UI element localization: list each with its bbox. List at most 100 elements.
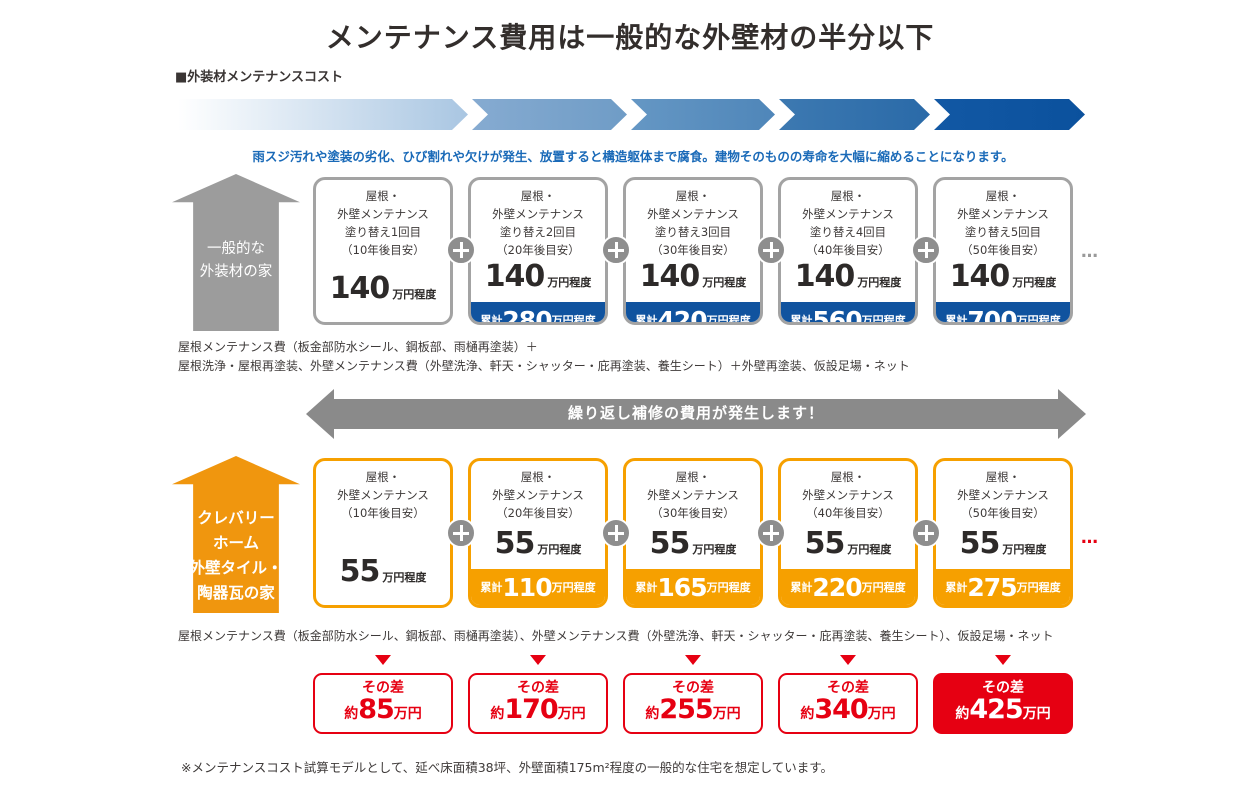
box-label: 塗り替え2回目 xyxy=(499,225,577,239)
cost-value: 140 xyxy=(329,271,391,306)
down-triangle-icon xyxy=(840,655,856,665)
cost-unit: 万円程度 xyxy=(857,276,902,289)
footnote: ※メンテナンスコスト試算モデルとして、延べ床面積38坪、外壁面積175m²程度の… xyxy=(181,760,834,775)
box-label: （30年後目安） xyxy=(651,506,735,520)
cost-value: 140 xyxy=(949,259,1011,294)
down-triangle-icon xyxy=(530,655,546,665)
general-note-line1: 屋根メンテナンス費（板金部防水シール、鋼板部、雨樋再塗装）＋ xyxy=(178,340,538,354)
diff-prefix: 約 xyxy=(800,706,815,722)
general-cost-box-2: 屋根・ 外壁メンテナンス 塗り替え2回目 （20年後目安） 140 万円程度 累… xyxy=(468,177,608,325)
box-label: 外壁メンテナンス xyxy=(337,207,429,221)
general-house-arrow: 一般的な 外装材の家 xyxy=(172,174,300,331)
plus-icon xyxy=(911,235,941,265)
premium-house-label: 外壁タイル・ xyxy=(189,559,283,577)
diff-box-4: その差 約 340 万円 xyxy=(778,673,918,734)
cost-value: 55 xyxy=(804,526,846,561)
diff-prefix: 約 xyxy=(344,706,359,722)
cumulative-label: 累計 xyxy=(790,314,813,325)
box-label: 屋根・ xyxy=(520,470,556,484)
diff-value: 170 xyxy=(504,694,558,725)
cumulative-bar: 累計 165 万円程度 xyxy=(626,569,760,605)
diff-label: その差 xyxy=(362,680,404,696)
diff-unit: 万円 xyxy=(712,706,741,722)
diff-prefix: 約 xyxy=(490,706,505,722)
ellipsis-icon: … xyxy=(1081,528,1099,548)
premium-cost-box-2: 屋根・ 外壁メンテナンス （20年後目安） 55 万円程度 累計 110 万円程… xyxy=(468,458,608,608)
down-triangle-icon xyxy=(375,655,391,665)
plus-icon xyxy=(601,235,631,265)
cost-unit: 万円程度 xyxy=(1012,276,1057,289)
box-label: 塗り替え1回目 xyxy=(344,225,422,239)
general-house-label: 外装材の家 xyxy=(199,264,273,280)
diff-label: その差 xyxy=(517,680,559,696)
diff-value: 255 xyxy=(659,694,713,725)
diff-box-3: その差 約 255 万円 xyxy=(623,673,763,734)
cumulative-label: 累計 xyxy=(790,581,813,594)
box-label: 外壁メンテナンス xyxy=(957,488,1049,502)
cumulative-label: 累計 xyxy=(945,314,968,325)
premium-note: 屋根メンテナンス費（板金部防水シール、鋼板部、雨樋再塗装）、外壁メンテナンス費（… xyxy=(178,629,1054,643)
plus-icon xyxy=(446,235,476,265)
box-label: 屋根・ xyxy=(985,189,1021,203)
box-label: 外壁メンテナンス xyxy=(492,207,584,221)
box-label: 屋根・ xyxy=(830,470,866,484)
diff-prefix: 約 xyxy=(645,706,660,722)
plus-icon xyxy=(601,518,631,548)
premium-house-label: クレバリー xyxy=(197,509,275,527)
box-label: 屋根・ xyxy=(675,470,711,484)
plus-icon xyxy=(446,518,476,548)
general-cost-box-1: 屋根・ 外壁メンテナンス 塗り替え1回目 （10年後目安） 140 万円程度 xyxy=(313,177,453,325)
cumulative-bar: 累計 275 万円程度 xyxy=(936,569,1070,605)
box-label: 屋根・ xyxy=(830,189,866,203)
cumulative-unit: 万円程度 xyxy=(706,581,751,594)
box-label: 塗り替え4回目 xyxy=(809,225,887,239)
cost-unit: 万円程度 xyxy=(1002,543,1047,556)
cumulative-unit: 万円程度 xyxy=(706,314,751,325)
diff-box-5: その差 約 425 万円 xyxy=(933,673,1073,734)
diff-label: その差 xyxy=(827,680,869,696)
box-label: 外壁メンテナンス xyxy=(802,207,894,221)
page-title: メンテナンス費用は一般的な外壁材の半分以下 xyxy=(325,21,935,54)
cumulative-label: 累計 xyxy=(635,581,658,594)
cumulative-value: 700 xyxy=(967,305,1017,325)
premium-house-arrow: クレバリー ホーム 外壁タイル・ 陶器瓦の家 xyxy=(172,456,300,613)
cost-unit: 万円程度 xyxy=(392,288,437,301)
box-label: （30年後目安） xyxy=(651,243,735,257)
cumulative-label: 累計 xyxy=(945,581,968,594)
box-label: 外壁メンテナンス xyxy=(957,207,1049,221)
general-note-line2: 屋根洗浄・屋根再塗装、外壁メンテナンス費（外壁洗浄、軒天・シャッター・庇再塗装、… xyxy=(178,359,910,373)
diff-label: その差 xyxy=(672,680,714,696)
cumulative-value: 560 xyxy=(812,305,862,325)
plus-icon xyxy=(756,235,786,265)
cumulative-label: 累計 xyxy=(480,314,503,325)
cumulative-unit: 万円程度 xyxy=(1016,314,1061,325)
cost-value: 140 xyxy=(639,259,701,294)
cumulative-bar: 累計 220 万円程度 xyxy=(781,569,915,605)
cost-value: 55 xyxy=(339,554,381,589)
repeat-banner-text: 繰り返し補修の費用が発生します！ xyxy=(567,404,824,422)
box-label: 外壁メンテナンス xyxy=(802,488,894,502)
box-label: （40年後目安） xyxy=(806,243,890,257)
box-label: 屋根・ xyxy=(365,470,401,484)
diff-value: 85 xyxy=(358,694,395,725)
cost-value: 140 xyxy=(484,259,546,294)
double-arrow-icon xyxy=(306,389,1086,439)
cumulative-unit: 万円程度 xyxy=(861,314,906,325)
diff-label: その差 xyxy=(982,680,1024,696)
cumulative-bar: 累計 700 万円程度 xyxy=(936,302,1070,325)
box-label: 外壁メンテナンス xyxy=(337,488,429,502)
box-label: 外壁メンテナンス xyxy=(647,488,739,502)
diff-box-1: その差 約 85 万円 xyxy=(313,673,453,734)
plus-icon xyxy=(756,518,786,548)
cost-unit: 万円程度 xyxy=(847,543,892,556)
box-label: （40年後目安） xyxy=(806,506,890,520)
section-label: ■外装材メンテナンスコスト xyxy=(175,70,344,85)
general-cost-box-5: 屋根・ 外壁メンテナンス 塗り替え5回目 （50年後目安） 140 万円程度 累… xyxy=(933,177,1073,325)
cost-unit: 万円程度 xyxy=(547,276,592,289)
box-label: 外壁メンテナンス xyxy=(647,207,739,221)
premium-cost-box-3: 屋根・ 外壁メンテナンス （30年後目安） 55 万円程度 累計 165 万円程… xyxy=(623,458,763,608)
diff-unit: 万円 xyxy=(393,706,422,722)
cumulative-bar: 累計 420 万円程度 xyxy=(626,302,760,325)
diff-value: 425 xyxy=(969,694,1023,725)
